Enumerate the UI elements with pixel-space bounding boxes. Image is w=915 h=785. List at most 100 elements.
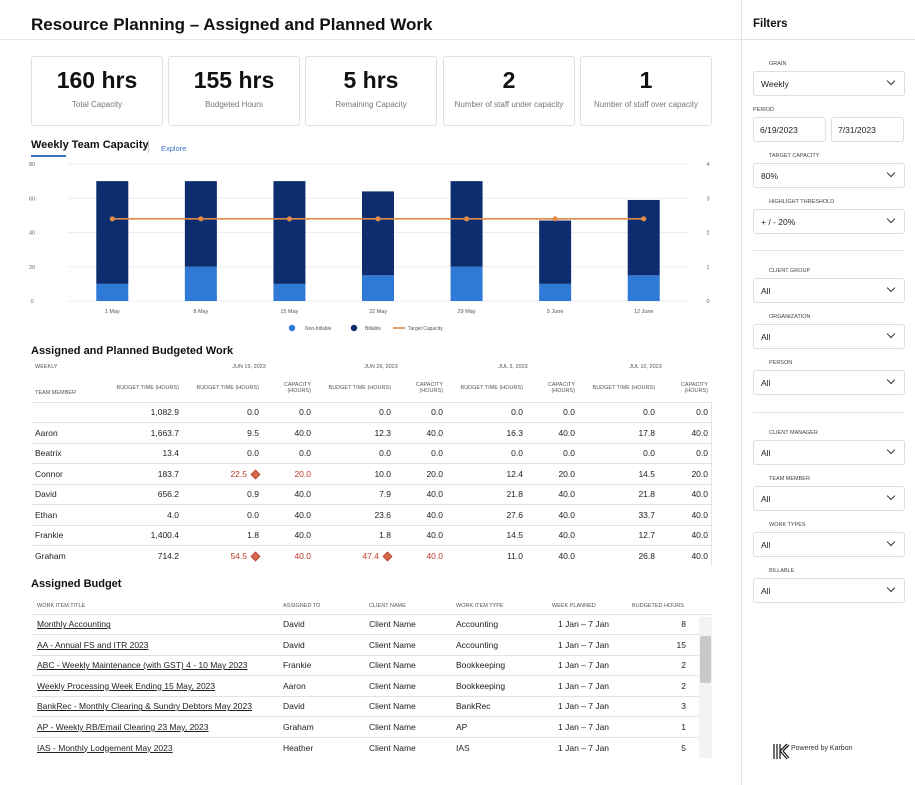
week-capacity-cell: 40.0 [558, 509, 575, 520]
header-divider [0, 39, 741, 40]
budgeted-hours-cell: 8 [681, 619, 686, 630]
client-group-select[interactable]: All [753, 278, 905, 303]
week-capacity-cell: 40.0 [558, 489, 575, 500]
budgeted-hours-cell: 15 [676, 639, 686, 650]
x-tick-label: 22 May [369, 309, 387, 315]
grain-header: WEEKLY [35, 364, 58, 370]
kpi-value: 155 hrs [193, 67, 275, 93]
chevron-down-icon [886, 375, 896, 385]
period-start-input[interactable]: 6/19/2023 [753, 117, 826, 142]
team-member-value: All [761, 494, 771, 504]
team-member-select[interactable]: All [753, 486, 905, 511]
legend-non-billable-swatch [288, 324, 296, 332]
week-capacity-cell: 20.0 [691, 468, 708, 479]
week-budget-cell: 23.6 [374, 509, 391, 520]
period-end-input[interactable]: 7/31/2023 [831, 117, 904, 142]
grain-select[interactable]: Weekly [753, 71, 905, 96]
week-budget-cell: 11.0 [507, 551, 523, 561]
budgeted-hours-cell: 1 [681, 721, 686, 732]
assigned-to-cell: Aaron [283, 680, 306, 691]
week-budget-cell: 0.9 [247, 489, 259, 500]
week-planned-cell: 1 Jan – 7 Jan [558, 742, 610, 753]
week-budget-cell: 1.8 [247, 530, 259, 541]
highlight-threshold-select[interactable]: + / - 20% [753, 209, 905, 234]
x-tick-label: 1 May [105, 309, 120, 315]
week-capacity-cell: 40.0 [294, 509, 311, 520]
work-item-type-cell: Accounting [456, 639, 499, 650]
billable-label: BILLABLE [769, 568, 795, 574]
week-budget-cell: 12.3 [374, 427, 391, 438]
work-types-select[interactable]: All [753, 532, 905, 557]
assigned-budget-title: Assigned Budget [31, 578, 122, 590]
bar-non-billable [539, 283, 572, 301]
organization-select[interactable]: All [753, 324, 905, 349]
table-row: Ethan 4.0 0.0 40.0 23.6 40.0 27.6 40.0 33.7 40.0 [31, 504, 712, 526]
budget-time-header: BUDGET TIME (HOURS) [116, 384, 179, 391]
budget-time-cell: 1,082.9 [150, 407, 179, 418]
work-item-link[interactable]: IAS - Monthly Lodgement May 2023 [37, 742, 173, 753]
bar-billable [184, 181, 217, 267]
week-capacity-cell: 40.0 [294, 427, 311, 438]
week-capacity-cell: 40.0 [294, 551, 311, 561]
week-budget-cell: 12.4 [506, 468, 523, 479]
table-row: Connor 183.7 22.5 20.0 10.0 20.0 12.4 20.0 14.5 2… [31, 463, 712, 485]
target-capacity-select[interactable]: 80% [753, 163, 905, 188]
member-name: David [35, 489, 57, 500]
col-header: WEEK PLANNED [552, 602, 596, 609]
work-item-link[interactable]: ABC - Weekly Maintenance (with GST) 4 - … [37, 660, 248, 671]
person-value: All [761, 378, 771, 388]
work-item-link[interactable]: BankRec - Monthly Clearing & Sundry Debt… [37, 701, 252, 712]
week-budget-cell: 0.0 [511, 448, 523, 459]
y-tick-label: 0 [30, 299, 33, 305]
chevron-down-icon [886, 491, 896, 501]
kpi-remaining-capacity: 5 hrs Remaining Capacity [305, 56, 437, 126]
budget-time-cell: 183.7 [157, 468, 179, 479]
organization-value: All [761, 332, 771, 342]
person-select[interactable]: All [753, 370, 905, 395]
week-planned-cell: 1 Jan – 7 Jan [558, 680, 610, 691]
client-name-cell: Client Name [369, 639, 416, 650]
chevron-down-icon [886, 283, 896, 293]
y2-tick-label: 2 [706, 231, 709, 237]
week-planned-cell: 1 Jan – 7 Jan [558, 619, 610, 630]
work-item-link[interactable]: Weekly Processing Week Ending 15 May, 20… [37, 680, 216, 691]
target-capacity-point [552, 216, 558, 222]
week-capacity-cell: 40.0 [558, 530, 575, 541]
scrollbar-thumb[interactable] [700, 636, 711, 683]
explore-link[interactable]: Explore [161, 144, 187, 153]
legend-billable-swatch [350, 324, 358, 332]
table-scrollbar[interactable] [699, 617, 712, 758]
week-budget-cell: 0.0 [247, 448, 259, 459]
bar-billable [362, 191, 394, 276]
bar-non-billable [184, 266, 217, 301]
work-item-link[interactable]: Monthly Accounting [37, 619, 111, 630]
capacity-chart: 0 20 40 60 80 0 1 2 3 4 1 May 8 May 15 May 22 May 29 M… [29, 162, 710, 332]
kpi-value: 2 [502, 67, 516, 93]
client-manager-label: CLIENT MANAGER [769, 430, 818, 436]
assigned-to-cell: Frankie [283, 660, 312, 671]
client-manager-select[interactable]: All [753, 440, 905, 465]
powered-by-karbon[interactable]: Powered by Karbon [791, 745, 853, 752]
y2-tick-label: 1 [706, 265, 709, 271]
budgeted-hours-cell: 5 [681, 742, 686, 753]
chart-tab-weekly-team-capacity[interactable]: Weekly Team Capacity [31, 139, 149, 151]
week-budget-cell: 26.8 [638, 551, 655, 561]
week-capacity-cell: 0.0 [696, 448, 708, 459]
assigned-budget-table: WORK ITEM TITLE ASSIGNED TO CLIENT NAME … [31, 598, 712, 758]
y-tick-label: 60 [29, 196, 35, 202]
week-budget-cell: 10.0 [374, 468, 391, 479]
work-item-link[interactable]: AA - Annual FS and ITR 2023 [37, 639, 149, 650]
work-types-value: All [761, 540, 771, 550]
team-member-label: TEAM MEMBER [769, 476, 810, 482]
team-member-header: TEAM MEMBER [35, 389, 76, 396]
budget-time-cell: 1,663.7 [150, 427, 179, 438]
filters-title: Filters [753, 18, 788, 30]
member-name: Frankie [35, 530, 64, 541]
x-tick-label: 29 May [458, 309, 476, 315]
client-manager-value: All [761, 448, 771, 458]
week-budget-cell: 0.0 [247, 407, 259, 418]
work-item-link[interactable]: AP - Weekly RB/Email Clearing 23 May, 20… [37, 721, 209, 732]
billable-select[interactable]: All [753, 578, 905, 603]
budget-time-cell: 1,400.4 [150, 530, 179, 541]
y-tick-label: 20 [29, 265, 35, 271]
